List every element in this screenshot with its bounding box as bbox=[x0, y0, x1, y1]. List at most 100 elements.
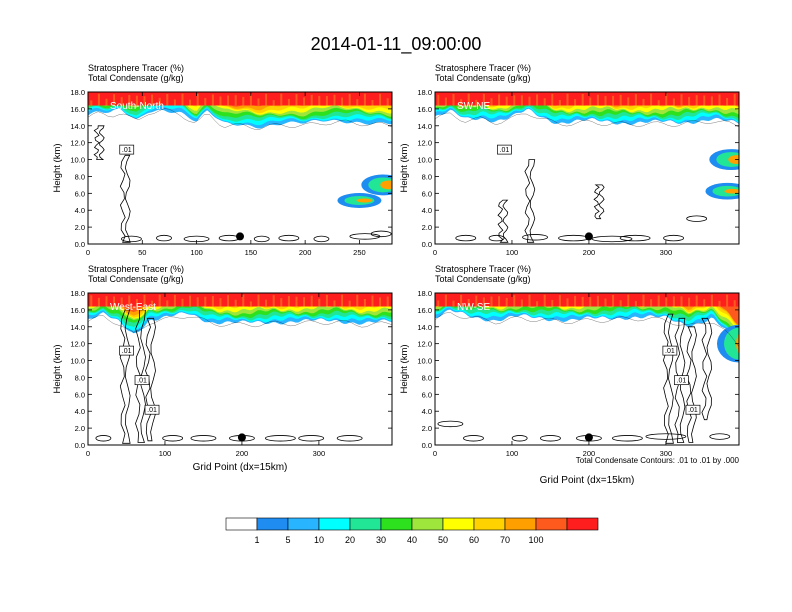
contour-tropopause bbox=[88, 315, 392, 333]
tracer-streak bbox=[642, 98, 645, 106]
tracer-streak bbox=[97, 297, 100, 307]
colorbar-swatch bbox=[349, 517, 382, 531]
colorbar-swatch bbox=[380, 517, 413, 531]
contour-blob bbox=[336, 435, 363, 442]
contour-blob bbox=[488, 234, 505, 242]
tracer-streak bbox=[386, 296, 389, 307]
y-tick-label: 16.0 bbox=[70, 306, 85, 315]
tracer-streak bbox=[657, 100, 660, 106]
y-tick-label: 2.0 bbox=[75, 424, 85, 433]
contour-label: .01 bbox=[147, 407, 157, 414]
tracer-streak bbox=[234, 95, 237, 106]
panel-sw-ne: Stratosphere Tracer (%)Total Condensate … bbox=[399, 63, 740, 257]
tracer-streak bbox=[444, 294, 447, 307]
tracer-streak bbox=[325, 96, 328, 106]
tracer-streak bbox=[551, 93, 554, 106]
tracer-streak bbox=[379, 297, 382, 307]
tracer-streak bbox=[310, 295, 313, 307]
contour-label-box bbox=[662, 345, 678, 356]
tracer-streak bbox=[551, 299, 554, 307]
tracer-streak bbox=[604, 96, 607, 106]
tracer-streak bbox=[589, 97, 592, 106]
y-tick-label: 18.0 bbox=[70, 289, 85, 298]
tracer-streak bbox=[189, 99, 192, 106]
y-tick-label: 10.0 bbox=[70, 357, 85, 366]
colorbar-label: 60 bbox=[469, 535, 479, 545]
panels: Stratosphere Tracer (%)Total Condensate … bbox=[52, 63, 740, 486]
y-tick-label: 16.0 bbox=[70, 105, 85, 114]
tracer-streak bbox=[498, 94, 501, 106]
tracer-streak bbox=[257, 98, 260, 106]
tracer-streak bbox=[181, 298, 184, 307]
colorbar-swatch bbox=[225, 517, 258, 531]
tracer-streak bbox=[672, 296, 675, 307]
tracer-streak bbox=[665, 297, 668, 307]
y-tick-label: 2.0 bbox=[422, 223, 432, 232]
y-tick-label: 0.0 bbox=[422, 240, 432, 249]
location-marker bbox=[584, 232, 593, 241]
tracer-streak bbox=[520, 299, 523, 307]
tracer-streak bbox=[558, 295, 561, 307]
y-tick-label: 8.0 bbox=[75, 373, 85, 382]
condensate-contours bbox=[435, 112, 739, 243]
tracer-streak bbox=[475, 99, 478, 106]
colorbar-swatch bbox=[442, 517, 475, 531]
tracer-streak bbox=[619, 94, 622, 106]
x-tick-label: 0 bbox=[433, 248, 437, 257]
x-tick-label: 100 bbox=[159, 449, 172, 458]
x-tick-label: 100 bbox=[506, 248, 519, 257]
plot-frame bbox=[87, 292, 393, 446]
contour-blob bbox=[278, 234, 300, 242]
contour-tropopause bbox=[435, 312, 739, 347]
tracer-streak bbox=[234, 299, 237, 307]
tracer-streak bbox=[181, 93, 184, 106]
colorbar-label: 1 bbox=[254, 535, 259, 545]
y-tick-label: 4.0 bbox=[422, 206, 432, 215]
y-tick-label: 6.0 bbox=[75, 189, 85, 198]
x-tick-label: 200 bbox=[236, 449, 249, 458]
y-tick-label: 2.0 bbox=[75, 223, 85, 232]
tracer-streak bbox=[688, 96, 691, 106]
panel-south-north: Stratosphere Tracer (%)Total Condensate … bbox=[52, 63, 393, 257]
contour-blob bbox=[298, 435, 325, 442]
tracer-streak bbox=[650, 93, 653, 106]
contour-blob bbox=[591, 235, 633, 243]
tracer-streak bbox=[348, 94, 351, 106]
tracer-streak bbox=[341, 97, 344, 106]
tracer-streak bbox=[113, 94, 116, 106]
cutoff-tracer bbox=[728, 155, 739, 164]
y-tick-label: 18.0 bbox=[417, 289, 432, 298]
y-tick-label: 0.0 bbox=[75, 441, 85, 450]
tracer-streak bbox=[543, 98, 546, 106]
cutoff-tracer bbox=[356, 198, 373, 203]
tracer-streak bbox=[566, 93, 569, 106]
y-tick-label: 12.0 bbox=[417, 139, 432, 148]
colorbar-swatch bbox=[535, 517, 568, 531]
contour-column bbox=[662, 313, 674, 444]
tracer-streak bbox=[581, 94, 584, 106]
tracer-streak bbox=[280, 298, 283, 307]
tracer-streak bbox=[265, 299, 268, 307]
tracer-streak bbox=[733, 300, 736, 307]
x-tick-label: 300 bbox=[660, 248, 673, 257]
tracer-streak bbox=[726, 97, 729, 106]
y-tick-label: 8.0 bbox=[422, 172, 432, 181]
tracer-streak bbox=[143, 294, 146, 307]
tracer-streak bbox=[151, 300, 154, 307]
colorbar-swatch bbox=[318, 517, 351, 531]
y-tick-label: 6.0 bbox=[422, 390, 432, 399]
tracer-streak bbox=[128, 295, 131, 307]
contour-tropopause bbox=[435, 112, 739, 128]
colorbar: 1 5 10 20 30 40 50 60 70 100 bbox=[225, 517, 599, 545]
y-tick-label: 16.0 bbox=[417, 105, 432, 114]
contour-blob bbox=[540, 435, 561, 442]
contour-label: .01 bbox=[677, 378, 687, 385]
tracer-streak bbox=[452, 94, 455, 106]
tracer-streak bbox=[627, 294, 630, 307]
panel-title-condensate: Total Condensate (g/kg) bbox=[88, 73, 184, 83]
location-marker bbox=[237, 433, 246, 442]
contour-blob bbox=[645, 433, 687, 440]
figure-title: 2014-01-11_09:00:00 bbox=[311, 34, 482, 55]
panel-nw-se: Stratosphere Tracer (%)Total Condensate … bbox=[399, 264, 740, 486]
tracer-streak bbox=[505, 96, 508, 106]
